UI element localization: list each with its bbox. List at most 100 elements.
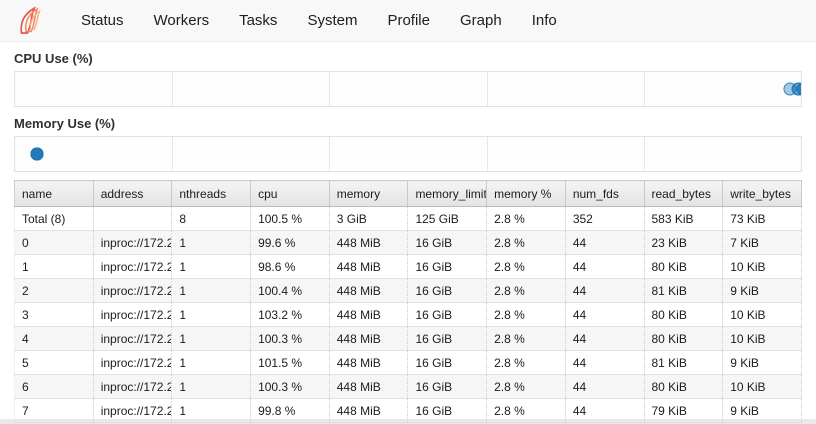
cell-write-bytes: 9 KiB [722, 350, 802, 375]
cell-address: inproc://172.20 [93, 302, 173, 327]
column-header-cpu[interactable]: cpu [250, 180, 330, 207]
cell-num-fds: 44 [565, 254, 645, 279]
cell-memory-limit: 16 GiB [407, 326, 488, 351]
table-row[interactable]: Total (8) 8 100.5 % 3 GiB 125 GiB 2.8 % 352 583… [14, 206, 802, 231]
cell-address: inproc://172.20 [93, 326, 173, 351]
column-header-write-bytes[interactable]: write_bytes [722, 180, 802, 207]
cell-nthreads: 1 [171, 254, 252, 279]
cell-read-bytes: 81 KiB [644, 278, 724, 303]
cell-name: 5 [14, 350, 94, 375]
cell-memory: 448 MiB [329, 230, 409, 255]
cell-memory-limit: 16 GiB [407, 254, 488, 279]
cell-num-fds: 44 [565, 350, 645, 375]
cell-num-fds: 44 [565, 398, 645, 423]
cell-memory-limit: 16 GiB [407, 230, 488, 255]
column-header-memory[interactable]: memory [329, 180, 409, 207]
cell-cpu: 99.6 % [250, 230, 330, 255]
cell-memory-limit: 16 GiB [407, 374, 488, 399]
cell-nthreads: 1 [171, 302, 252, 327]
cell-write-bytes: 7 KiB [722, 230, 802, 255]
cell-address: inproc://172.20 [93, 278, 173, 303]
cell-write-bytes: 10 KiB [722, 374, 802, 399]
cell-address [93, 206, 173, 231]
column-header-name[interactable]: name [14, 180, 94, 207]
memory-use-plot[interactable] [14, 136, 802, 172]
cell-write-bytes: 9 KiB [722, 278, 802, 303]
cell-memory-limit: 16 GiB [407, 398, 488, 423]
gridline [643, 137, 645, 171]
cell-name: 2 [14, 278, 94, 303]
cell-address: inproc://172.20 [93, 254, 173, 279]
nav-item-tasks[interactable]: Tasks [239, 11, 278, 29]
nav-item-status[interactable]: Status [81, 11, 124, 29]
cell-nthreads: 1 [171, 278, 252, 303]
content: CPU Use (%) Memory Use (%) name address nt… [0, 51, 816, 423]
column-header-nthreads[interactable]: nthreads [171, 180, 252, 207]
cell-cpu: 103.2 % [250, 302, 330, 327]
cell-memory-: 2.8 % [486, 278, 566, 303]
cell-cpu: 100.3 % [250, 374, 330, 399]
cell-read-bytes: 80 KiB [644, 254, 724, 279]
cell-nthreads: 1 [171, 398, 252, 423]
cell-address: inproc://172.20 [93, 374, 173, 399]
cell-write-bytes: 10 KiB [722, 302, 802, 327]
cell-memory-: 2.8 % [486, 326, 566, 351]
cell-write-bytes: 9 KiB [722, 398, 802, 423]
cell-memory-: 2.8 % [486, 230, 566, 255]
cell-nthreads: 8 [171, 206, 252, 231]
cpu-plot-title: CPU Use (%) [14, 51, 93, 66]
column-header-address[interactable]: address [93, 180, 173, 207]
cell-memory-limit: 16 GiB [407, 302, 488, 327]
cell-cpu: 99.8 % [250, 398, 330, 423]
nav-item-system[interactable]: System [307, 11, 358, 29]
cell-address: inproc://172.20 [93, 350, 173, 375]
cell-cpu: 101.5 % [250, 350, 330, 375]
worker-data-point [792, 82, 801, 96]
cell-num-fds: 44 [565, 326, 645, 351]
gridline [172, 137, 174, 171]
column-header-memory-limit[interactable]: memory_limit [407, 180, 488, 207]
cell-memory-limit: 125 GiB [407, 206, 488, 231]
nav-item-info[interactable]: Info [531, 11, 557, 29]
cell-nthreads: 1 [171, 326, 252, 351]
cell-write-bytes: 73 KiB [722, 206, 802, 231]
gridline [329, 72, 331, 106]
nav-item-profile[interactable]: Profile [387, 11, 430, 29]
cell-memory: 448 MiB [329, 326, 409, 351]
nav-item-graph[interactable]: Graph [459, 11, 502, 29]
cell-memory: 448 MiB [329, 278, 409, 303]
cell-memory-: 2.8 % [486, 302, 566, 327]
cell-write-bytes: 10 KiB [722, 326, 802, 351]
cell-cpu: 100.5 % [250, 206, 330, 231]
cell-name: 0 [14, 230, 94, 255]
cell-memory-limit: 16 GiB [407, 350, 488, 375]
cell-memory-: 2.8 % [486, 374, 566, 399]
nav-item-workers[interactable]: Workers [153, 11, 210, 29]
cell-memory-: 2.8 % [486, 350, 566, 375]
column-header-read-bytes[interactable]: read_bytes [644, 180, 724, 207]
cell-memory-: 2.8 % [486, 398, 566, 423]
nav-items: Status Workers Tasks System Profile Graph Info [66, 0, 572, 42]
cell-read-bytes: 80 KiB [644, 302, 724, 327]
cell-nthreads: 1 [171, 350, 252, 375]
dask-logo-icon[interactable] [14, 4, 44, 38]
cell-num-fds: 352 [565, 206, 645, 231]
column-header-memory-[interactable]: memory % [486, 180, 566, 207]
cell-address: inproc://172.20 [93, 230, 173, 255]
cell-num-fds: 44 [565, 302, 645, 327]
column-header-num-fds[interactable]: num_fds [565, 180, 645, 207]
cell-write-bytes: 10 KiB [722, 254, 802, 279]
table-header-row: name address nthreads cpu memory memory_limit… [14, 180, 802, 207]
cell-memory: 448 MiB [329, 374, 409, 399]
cell-num-fds: 44 [565, 230, 645, 255]
cpu-use-plot[interactable] [14, 71, 802, 107]
cell-name: 7 [14, 398, 94, 423]
